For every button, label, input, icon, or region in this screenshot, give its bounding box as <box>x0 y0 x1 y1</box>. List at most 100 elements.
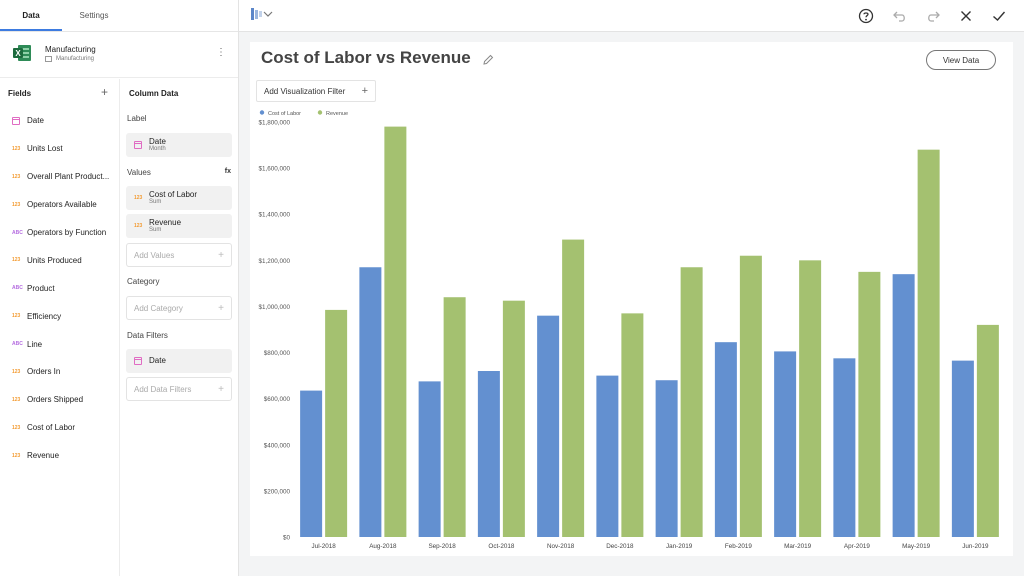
field-label: Date <box>27 116 44 126</box>
bar <box>917 149 940 537</box>
field-item[interactable]: ABC Line <box>0 330 119 358</box>
field-label: Product <box>27 283 55 293</box>
tab-settings[interactable]: Settings <box>79 11 109 20</box>
value-pill-sub: Sum <box>149 198 162 205</box>
add-category-dropzone[interactable]: Add Category + <box>126 296 232 320</box>
tab-data[interactable]: Data <box>0 0 62 31</box>
y-tick-label: $1,200,000 <box>258 258 290 265</box>
column-data-panel: Column Data Label Date Month Values fx 1… <box>120 79 239 576</box>
field-item[interactable]: 123 Revenue <box>0 442 119 470</box>
x-tick-label: Sep-2018 <box>428 543 456 550</box>
bar <box>833 358 856 537</box>
x-tick-label: May-2019 <box>902 543 930 550</box>
number-icon: 123 <box>134 223 143 229</box>
filter-pill-date[interactable]: Date <box>126 349 232 373</box>
value-pill-revenue[interactable]: 123 Revenue Sum <box>126 214 232 238</box>
chart-type-selector[interactable] <box>251 8 273 20</box>
x-tick-label: Jan-2019 <box>666 543 693 550</box>
source-sheet-label: Manufacturing <box>56 56 95 62</box>
y-tick-label: $1,000,000 <box>258 304 290 311</box>
number-type-icon: 123 <box>12 368 21 375</box>
field-item[interactable]: 123 Orders In <box>0 358 119 386</box>
close-icon[interactable] <box>958 8 974 24</box>
source-sheet: Manufacturing <box>45 56 94 62</box>
field-label: Revenue <box>27 451 60 461</box>
x-tick-label: Jun-2019 <box>962 543 989 550</box>
field-item[interactable]: 123 Operators Available <box>0 191 119 219</box>
add-values-dropzone[interactable]: Add Values + <box>126 243 232 267</box>
add-field-icon[interactable]: + <box>100 85 108 99</box>
plus-icon: + <box>361 85 368 97</box>
x-tick-label: Jul-2018 <box>312 543 337 550</box>
bar <box>714 342 737 537</box>
field-item[interactable]: 123 Efficiency <box>0 302 119 330</box>
field-item[interactable]: 123 Orders Shipped <box>0 386 119 414</box>
x-tick-label: Oct-2018 <box>488 543 514 550</box>
x-tick-label: Dec-2018 <box>606 543 634 550</box>
plus-icon: + <box>218 249 224 261</box>
y-tick-label: $0 <box>283 535 291 542</box>
field-label: Orders Shipped <box>27 395 84 405</box>
x-tick-label: Feb-2019 <box>725 543 752 550</box>
fields-title: Fields <box>8 89 32 98</box>
label-pill-date[interactable]: Date Month <box>126 133 232 157</box>
add-category-label: Add Category <box>134 303 183 313</box>
field-item[interactable]: 123 Units Produced <box>0 246 119 274</box>
bar <box>300 390 323 537</box>
field-item[interactable]: 123 Cost of Labor <box>0 414 119 442</box>
undo-icon[interactable] <box>892 8 908 24</box>
field-item[interactable]: ABC Product <box>0 274 119 302</box>
value-pill-cost-of-labor[interactable]: 123 Cost of Labor Sum <box>126 186 232 210</box>
label-pill-sub: Month <box>149 145 166 152</box>
field-item[interactable]: 123 Overall Plant Product... <box>0 163 119 191</box>
value-pill-name: Cost of Labor <box>149 189 198 199</box>
y-tick-label: $1,800,000 <box>258 120 290 127</box>
y-tick-label: $600,000 <box>264 396 291 403</box>
redo-icon[interactable] <box>925 8 941 24</box>
y-tick-label: $1,400,000 <box>258 212 290 219</box>
field-item[interactable]: ABC Operators by Function <box>0 219 119 247</box>
field-label: Units Produced <box>27 255 82 265</box>
field-label: Line <box>27 339 43 349</box>
left-panel: Data Settings X Manufacturing Manufactur… <box>0 0 239 576</box>
excel-icon: X <box>13 45 31 61</box>
bar <box>537 315 560 537</box>
panel-tabs: Data Settings <box>0 0 238 32</box>
text-type-icon: ABC <box>12 341 23 348</box>
bar <box>799 260 822 537</box>
plus-icon: + <box>218 302 224 314</box>
toolbar <box>239 0 1024 32</box>
number-type-icon: 123 <box>12 145 21 152</box>
y-tick-label: $200,000 <box>264 488 291 495</box>
fx-button[interactable]: fx <box>224 168 231 175</box>
add-data-filters-dropzone[interactable]: Add Data Filters + <box>126 377 232 401</box>
chart-title: Cost of Labor vs Revenue <box>261 48 471 67</box>
bar <box>477 371 500 537</box>
bar <box>774 351 797 537</box>
value-pill-name: Revenue <box>149 217 182 227</box>
pencil-icon[interactable] <box>482 54 494 66</box>
legend-marker <box>317 110 323 115</box>
bar <box>739 255 762 537</box>
field-item[interactable]: Date <box>0 107 119 135</box>
help-circle-icon[interactable] <box>858 8 874 24</box>
data-source[interactable]: X Manufacturing Manufacturing ⋮ <box>0 32 238 78</box>
number-type-icon: 123 <box>12 257 21 264</box>
label-pill-name: Date <box>149 136 166 146</box>
bar <box>680 267 703 537</box>
values-section-title: Values <box>127 168 151 177</box>
more-options-icon[interactable]: ⋮ <box>216 47 226 58</box>
bar <box>655 380 678 537</box>
field-item[interactable]: 123 Units Lost <box>0 135 119 163</box>
legend-label: Cost of Labor <box>268 111 301 117</box>
legend-label: Revenue <box>326 111 348 117</box>
number-type-icon: 123 <box>12 452 21 459</box>
calendar-icon <box>12 116 20 125</box>
add-visualization-filter-button[interactable]: Add Visualization Filter + <box>256 80 376 102</box>
bar <box>384 126 407 537</box>
view-data-button[interactable]: View Data <box>926 50 996 70</box>
bar <box>443 297 466 537</box>
column-data-title: Column Data <box>129 89 179 98</box>
check-icon[interactable] <box>991 8 1007 24</box>
field-label: Orders In <box>27 367 61 377</box>
